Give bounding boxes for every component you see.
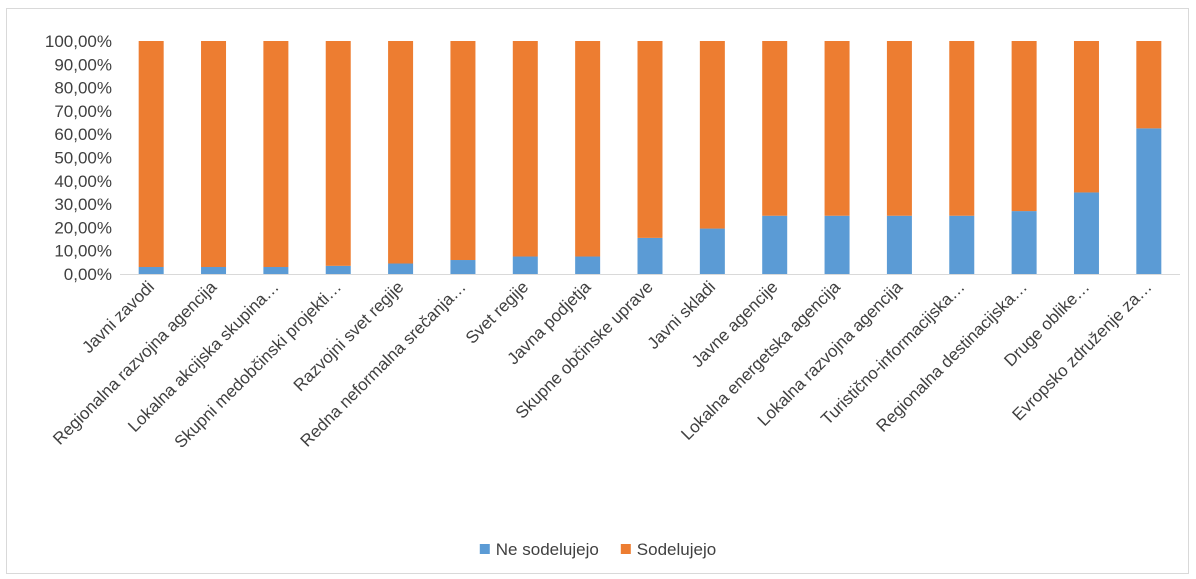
y-tick-label: 60,00% xyxy=(54,125,112,144)
bar-ne-sodelujejo[interactable] xyxy=(201,267,227,274)
y-tick-label: 20,00% xyxy=(54,218,112,237)
bar-ne-sodelujejo[interactable] xyxy=(512,256,538,274)
bar-sodelujejo[interactable] xyxy=(325,41,351,266)
bar-ne-sodelujejo[interactable] xyxy=(263,267,289,274)
y-tick-label: 100,00% xyxy=(45,32,112,51)
y-tick-label: 90,00% xyxy=(54,55,112,74)
bar-sodelujejo[interactable] xyxy=(450,41,476,261)
bar-sodelujejo[interactable] xyxy=(637,41,663,238)
bar-ne-sodelujejo[interactable] xyxy=(1073,192,1099,274)
bar-sodelujejo[interactable] xyxy=(886,41,912,216)
bar-sodelujejo[interactable] xyxy=(949,41,975,216)
bar-ne-sodelujejo[interactable] xyxy=(575,256,601,274)
bar-ne-sodelujejo[interactable] xyxy=(325,265,351,274)
legend-swatch-sodelujejo xyxy=(620,544,631,554)
bar-ne-sodelujejo[interactable] xyxy=(886,215,912,274)
bar-ne-sodelujejo[interactable] xyxy=(949,215,975,274)
y-tick-label: 0,00% xyxy=(64,265,112,284)
bar-sodelujejo[interactable] xyxy=(762,41,788,216)
bar-sodelujejo[interactable] xyxy=(1073,41,1099,193)
bar-sodelujejo[interactable] xyxy=(201,41,227,268)
bar-sodelujejo[interactable] xyxy=(512,41,538,257)
y-tick-label: 40,00% xyxy=(54,172,112,191)
bar-ne-sodelujejo[interactable] xyxy=(824,215,850,274)
y-tick-label: 70,00% xyxy=(54,102,112,121)
legend-label-ne-sodelujejo: Ne sodelujejo xyxy=(496,540,599,559)
y-tick-label: 10,00% xyxy=(54,242,112,261)
bar-ne-sodelujejo[interactable] xyxy=(1011,211,1037,274)
bar-ne-sodelujejo[interactable] xyxy=(699,228,725,274)
bar-sodelujejo[interactable] xyxy=(1011,41,1037,212)
x-category-label: Razvojni svet regije xyxy=(290,277,408,395)
bar-sodelujejo[interactable] xyxy=(575,41,601,257)
legend-swatch-ne-sodelujejo xyxy=(479,544,490,554)
bar-sodelujejo[interactable] xyxy=(824,41,850,216)
bar-sodelujejo[interactable] xyxy=(1136,41,1162,129)
bar-sodelujejo[interactable] xyxy=(263,41,289,268)
bar-ne-sodelujejo[interactable] xyxy=(637,237,663,274)
legend-label-sodelujejo: Sodelujejo xyxy=(637,540,716,559)
bar-ne-sodelujejo[interactable] xyxy=(762,215,788,274)
bar-ne-sodelujejo[interactable] xyxy=(388,263,414,274)
bar-sodelujejo[interactable] xyxy=(138,41,164,268)
y-tick-label: 80,00% xyxy=(54,79,112,98)
bar-ne-sodelujejo[interactable] xyxy=(138,267,164,274)
bar-sodelujejo[interactable] xyxy=(699,41,725,229)
y-tick-label: 50,00% xyxy=(54,149,112,168)
bar-ne-sodelujejo[interactable] xyxy=(1136,128,1162,274)
bar-ne-sodelujejo[interactable] xyxy=(450,260,476,274)
y-tick-label: 30,00% xyxy=(54,195,112,214)
bar-sodelujejo[interactable] xyxy=(388,41,414,264)
